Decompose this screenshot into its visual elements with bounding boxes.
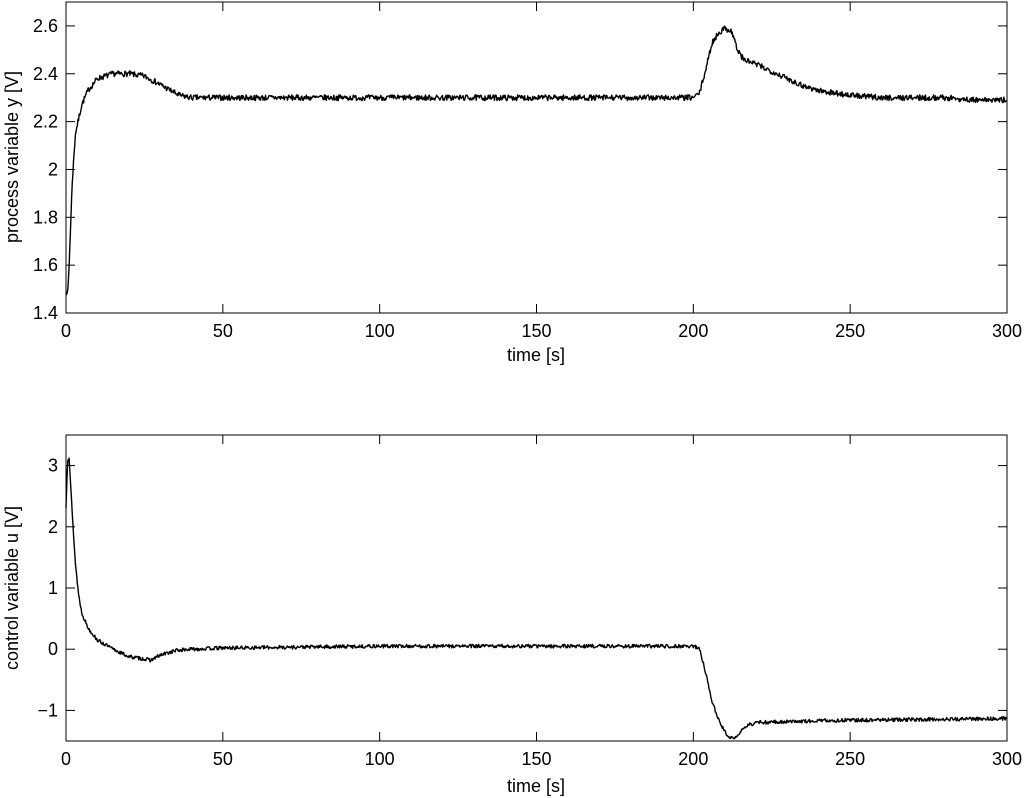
x-tick-labels: 0 50 100 150 200 250 300 <box>61 321 1022 341</box>
y-axis-label: control variable u [V] <box>2 506 22 670</box>
x-axis-label: time [s] <box>507 776 565 796</box>
x-tick-label: 100 <box>365 321 395 341</box>
x-tick-label: 150 <box>521 321 551 341</box>
process-variable-plot: 0 50 100 150 200 250 300 1.4 1.6 1.8 2 2.2 2.4 2.6 t… <box>2 1 1022 365</box>
y-tick-label: 1.8 <box>33 207 58 227</box>
x-tick-label: 250 <box>835 321 865 341</box>
tick-marks <box>65 435 1008 741</box>
y-tick-label: 1 <box>48 578 58 598</box>
x-tick-label: 200 <box>678 749 708 769</box>
x-tick-label: 250 <box>835 749 865 769</box>
control-variable-plot: 0 50 100 150 200 250 300 −1 0 1 2 3 time [s] contr… <box>2 434 1022 796</box>
y-tick-labels: 1.4 1.6 1.8 2 2.2 2.4 2.6 <box>33 16 58 323</box>
y-tick-label: 2.2 <box>33 112 58 132</box>
control-variable-series-line <box>65 457 1008 740</box>
plot-frame <box>65 1 1008 314</box>
y-tick-label: 2 <box>48 159 58 179</box>
y-tick-label: 1.6 <box>33 255 58 275</box>
y-tick-label: 0 <box>48 639 58 659</box>
x-tick-label: 150 <box>521 749 551 769</box>
x-axis-label: time [s] <box>507 345 565 365</box>
y-tick-label: 2.4 <box>33 64 58 84</box>
x-tick-label: 50 <box>213 749 233 769</box>
y-tick-label: 1.4 <box>33 303 58 323</box>
tick-marks <box>65 2 1008 314</box>
x-tick-labels: 0 50 100 150 200 250 300 <box>61 749 1022 769</box>
x-tick-label: 100 <box>365 749 395 769</box>
plot-frame <box>65 434 1008 742</box>
y-tick-label: 3 <box>48 456 58 476</box>
x-tick-label: 300 <box>992 321 1022 341</box>
x-tick-label: 50 <box>213 321 233 341</box>
x-tick-label: 0 <box>61 321 71 341</box>
x-tick-label: 0 <box>61 749 71 769</box>
y-tick-labels: −1 0 1 2 3 <box>37 456 58 721</box>
y-axis-label: process variable y [V] <box>2 71 22 243</box>
y-tick-label: 2 <box>48 517 58 537</box>
x-tick-label: 200 <box>678 321 708 341</box>
x-tick-label: 300 <box>992 749 1022 769</box>
process-variable-series-line <box>65 25 1008 296</box>
y-tick-label: −1 <box>37 700 58 720</box>
y-tick-label: 2.6 <box>33 16 58 36</box>
